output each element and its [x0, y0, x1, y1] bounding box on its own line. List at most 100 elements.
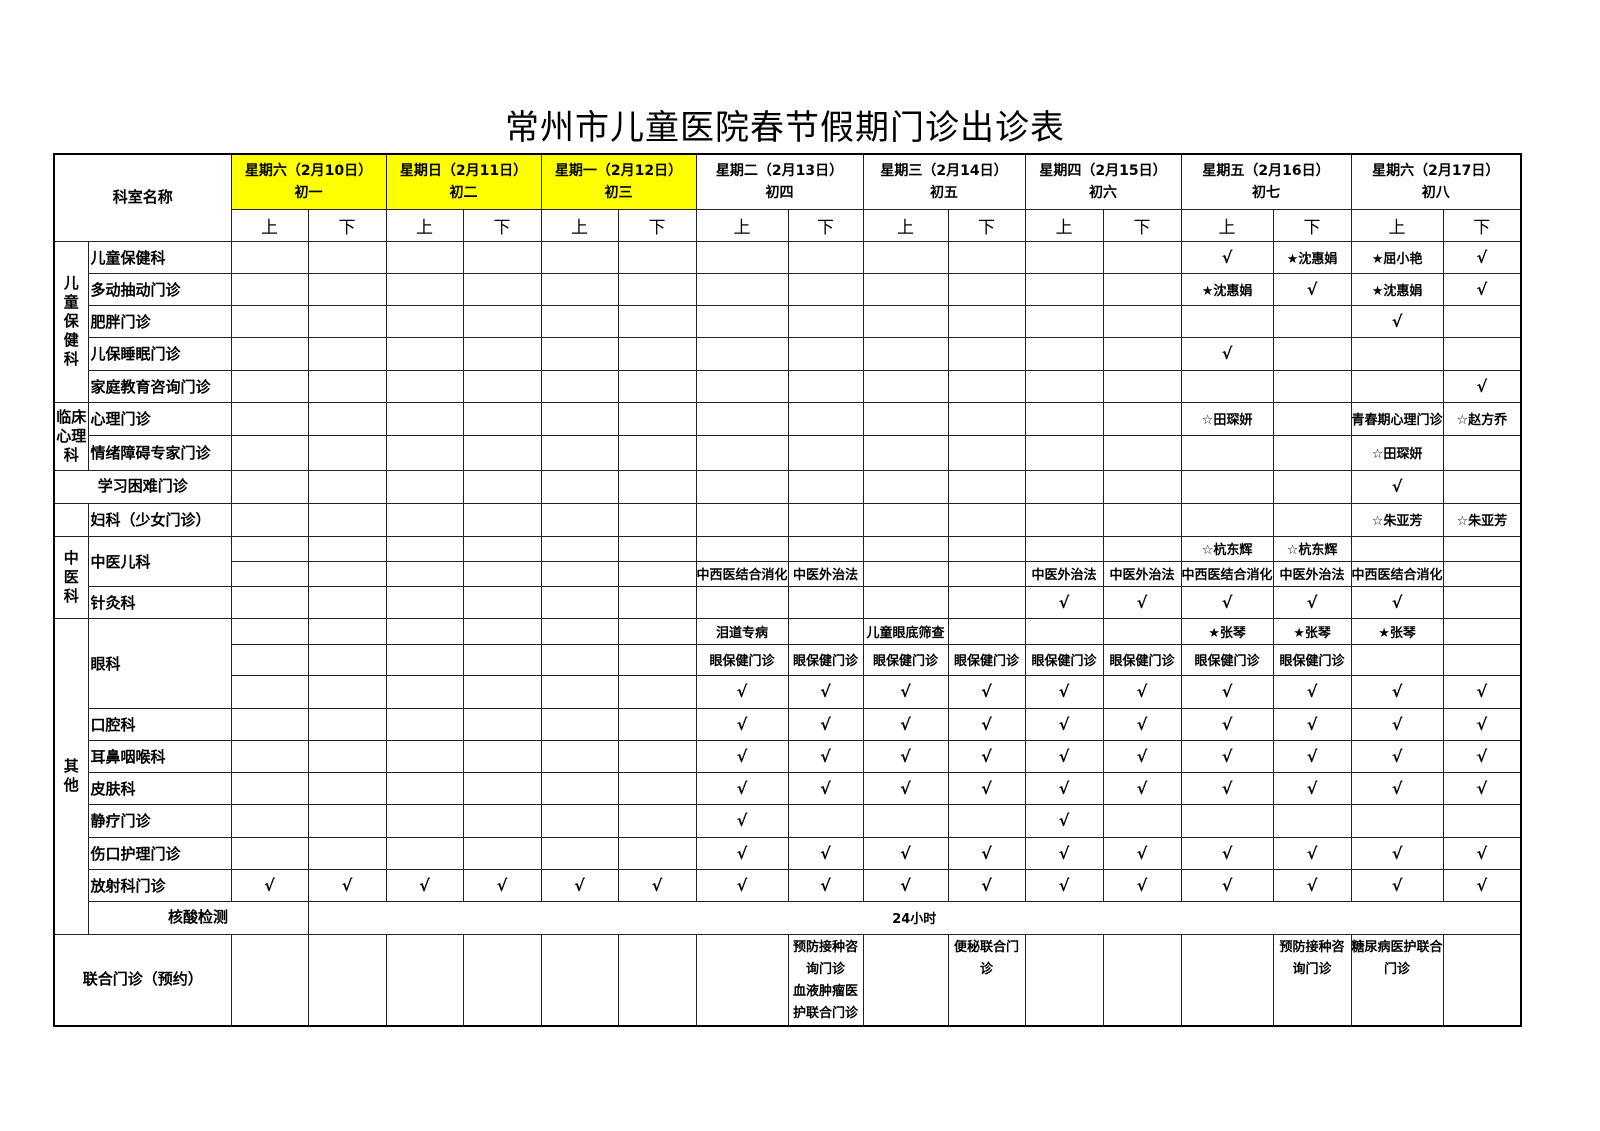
- joint-clinic-cell: [307, 933, 387, 1027]
- day-header: 星期四（2月15日） 初六: [1024, 153, 1182, 210]
- schedule-cell: [1272, 434, 1352, 471]
- schedule-cell: [385, 585, 464, 619]
- schedule-cell: [540, 739, 619, 773]
- check-mark: √: [862, 674, 949, 709]
- schedule-cell: 青春期心理门诊: [1350, 401, 1444, 436]
- schedule-cell: [385, 617, 464, 645]
- check-mark: √: [1102, 674, 1182, 709]
- schedule-cell: ★屈小艳: [1350, 240, 1444, 274]
- schedule-cell: [1272, 469, 1352, 504]
- schedule-cell: [1102, 434, 1182, 471]
- day-label: 星期六（2月17日）: [1372, 162, 1500, 179]
- lunar-date: 初二: [449, 184, 478, 201]
- dept-name: 伤口护理门诊: [87, 836, 232, 870]
- schedule-cell: [862, 502, 949, 537]
- schedule-cell: 眼保健门诊: [1180, 643, 1274, 676]
- schedule-cell: [1442, 434, 1522, 471]
- check-mark: √: [947, 868, 1026, 902]
- dept-name: 眼科: [87, 617, 232, 709]
- schedule-cell: [695, 434, 789, 471]
- schedule-cell: [307, 434, 387, 471]
- schedule-cell: [307, 560, 387, 587]
- schedule-cell: ★沈惠娟: [1180, 272, 1274, 306]
- day-header: 星期日（2月11日） 初二: [385, 153, 542, 210]
- schedule-cell: [787, 434, 864, 471]
- schedule-cell: [1442, 535, 1522, 562]
- schedule-cell: [462, 240, 542, 274]
- check-mark: √: [1442, 868, 1522, 902]
- schedule-cell: [1024, 617, 1104, 645]
- check-mark: √: [1350, 674, 1444, 709]
- schedule-cell: [462, 272, 542, 306]
- schedule-cell: [1442, 803, 1522, 838]
- dept-name: 静疗门诊: [87, 803, 232, 838]
- schedule-cell: ★张琴: [1350, 617, 1444, 645]
- check-mark: √: [695, 739, 789, 773]
- check-mark: √: [1024, 803, 1104, 838]
- check-mark: √: [540, 868, 619, 902]
- check-mark: √: [1180, 868, 1274, 902]
- page-title: 常州市儿童医院春节假期门诊出诊表: [505, 108, 1065, 148]
- schedule-cell: [462, 617, 542, 645]
- schedule-cell: 眼保健门诊: [1102, 643, 1182, 676]
- check-mark: √: [1350, 707, 1444, 741]
- schedule-cell: [230, 643, 309, 676]
- schedule-cell: [230, 272, 309, 306]
- schedule-cell: [385, 502, 464, 537]
- schedule-cell: [617, 674, 697, 709]
- pm-header: 下: [462, 208, 542, 242]
- check-mark: √: [1180, 739, 1274, 773]
- schedule-cell: [1272, 401, 1352, 436]
- schedule-cell: [862, 560, 949, 587]
- schedule-cell: [230, 803, 309, 838]
- schedule-cell: 中医外治法: [1024, 560, 1104, 587]
- schedule-cell: 中西医结合消化: [1350, 560, 1444, 587]
- schedule-cell: [1024, 304, 1104, 338]
- check-mark: √: [1024, 739, 1104, 773]
- schedule-cell: [695, 585, 789, 619]
- schedule-cell: [540, 803, 619, 838]
- schedule-cell: [695, 240, 789, 274]
- dept-name: 家庭教育咨询门诊: [87, 369, 232, 403]
- check-mark: √: [862, 739, 949, 773]
- schedule-cell: [1102, 369, 1182, 403]
- nucleic-test-label: 核酸检测: [87, 900, 309, 935]
- schedule-cell: [462, 674, 542, 709]
- schedule-cell: [617, 336, 697, 371]
- schedule-cell: [1442, 304, 1522, 338]
- schedule-cell: [462, 502, 542, 537]
- schedule-cell: [947, 560, 1026, 587]
- schedule-cell: [1442, 469, 1522, 504]
- joint-clinic-cell: [695, 933, 789, 1027]
- am-header: 上: [540, 208, 619, 242]
- schedule-cell: [307, 469, 387, 504]
- schedule-cell: [787, 502, 864, 537]
- schedule-cell: [540, 502, 619, 537]
- joint-clinic-cell: 便秘联合门 诊: [947, 933, 1026, 1027]
- check-mark: √: [862, 771, 949, 805]
- schedule-cell: [862, 240, 949, 274]
- schedule-cell: [695, 304, 789, 338]
- schedule-cell: [862, 434, 949, 471]
- schedule-cell: [540, 434, 619, 471]
- schedule-cell: [862, 401, 949, 436]
- check-mark: √: [1180, 707, 1274, 741]
- schedule-cell: 中西医结合消化: [1180, 560, 1274, 587]
- schedule-cell: [1102, 803, 1182, 838]
- schedule-cell: [462, 560, 542, 587]
- schedule-cell: ★张琴: [1180, 617, 1274, 645]
- check-mark: √: [1442, 674, 1522, 709]
- schedule-cell: [385, 469, 464, 504]
- schedule-cell: [540, 336, 619, 371]
- day-label: 星期日（2月11日）: [399, 162, 528, 179]
- schedule-cell: [385, 803, 464, 838]
- schedule-cell: [1272, 803, 1352, 838]
- schedule-cell: [230, 240, 309, 274]
- schedule-cell: [230, 469, 309, 504]
- check-mark: √: [787, 868, 864, 902]
- schedule-cell: [787, 535, 864, 562]
- schedule-cell: [462, 336, 542, 371]
- schedule-cell: ★沈惠娟: [1350, 272, 1444, 306]
- schedule-cell: [385, 272, 464, 306]
- schedule-cell: [540, 469, 619, 504]
